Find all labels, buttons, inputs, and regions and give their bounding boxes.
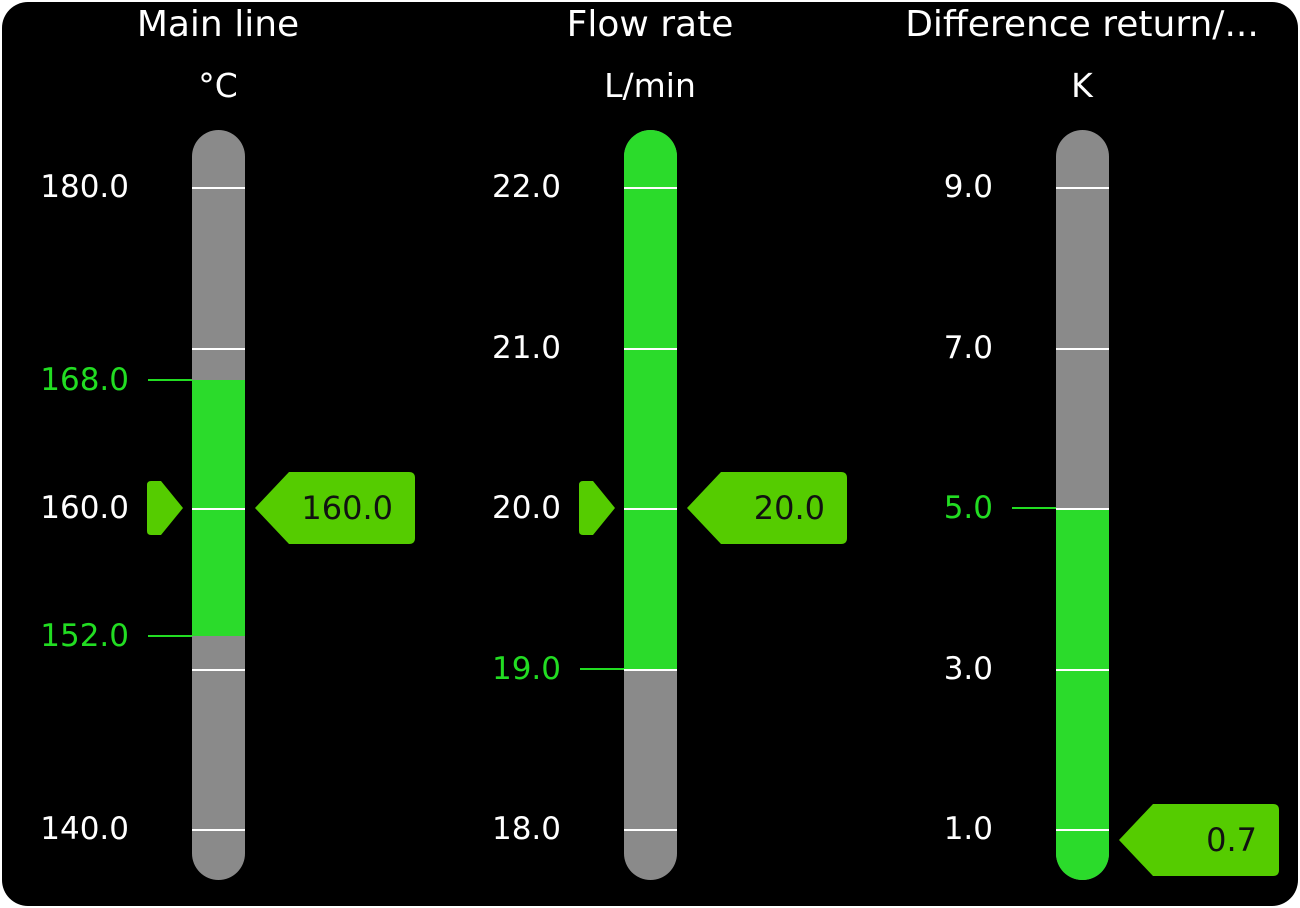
- gauge-tick: [624, 829, 677, 831]
- tick-label: 9.0: [943, 169, 993, 205]
- tick-label: 20.0: [491, 490, 561, 526]
- gauge-tick: [192, 187, 245, 189]
- gauge-tick: [1056, 508, 1109, 510]
- gauge-tick: [624, 187, 677, 189]
- tick-label: 1.0: [943, 811, 993, 847]
- gauge-tick: [192, 347, 245, 350]
- limit-label: 19.0: [491, 650, 561, 687]
- limit-label: 5.0: [943, 490, 993, 526]
- gauge-fill: [1056, 508, 1109, 880]
- gauge-tick: [624, 508, 677, 510]
- tick-label: 18.0: [491, 811, 561, 847]
- gauge-0: Main line °C 180.0 160.0 140.0 168.0 152.0 160.…: [2, 2, 434, 906]
- setpoint-pointer-icon: [147, 481, 183, 535]
- value-text: 160.0: [301, 489, 393, 527]
- tick-label: 180.0: [40, 169, 129, 205]
- limit-label: 152.0: [40, 618, 129, 655]
- limit-line: [148, 635, 192, 638]
- gauge-tick: [192, 508, 245, 510]
- value-text: 0.7: [1206, 821, 1257, 859]
- gauge-tick: [1056, 829, 1109, 831]
- tick-label: 21.0: [491, 329, 561, 366]
- gauge-title: Difference return/...: [905, 4, 1259, 45]
- gauge-tick: [624, 668, 677, 671]
- gauge-bar: [624, 130, 677, 880]
- gauge-title: Flow rate: [566, 4, 734, 45]
- gauge-unit: K: [1071, 66, 1093, 105]
- setpoint-pointer-icon: [579, 481, 615, 535]
- tick-label: 3.0: [943, 650, 993, 687]
- value-text: 20.0: [753, 489, 825, 527]
- gauge-1: Flow rate L/min 22.0 21.0 20.0 18.0 19.0 20.0: [434, 2, 866, 906]
- gauge-bar: [192, 130, 245, 880]
- gauge-tick: [624, 347, 677, 350]
- gauge-tick: [1056, 347, 1109, 350]
- gauge-2: Difference return/... K 9.0 7.0 3.0 1.0 5.0 0.7: [866, 2, 1298, 906]
- value-indicator: 160.0: [255, 472, 415, 544]
- tick-label: 22.0: [491, 169, 561, 205]
- gauge-fill: [624, 130, 677, 669]
- tick-label: 140.0: [40, 811, 129, 847]
- limit-line: [148, 378, 192, 381]
- gauge-tick: [192, 668, 245, 671]
- tick-label: 7.0: [943, 329, 993, 366]
- gauge-unit: L/min: [604, 66, 696, 105]
- value-indicator: 20.0: [687, 472, 847, 544]
- gauge-unit: °C: [198, 66, 238, 105]
- gauge-tick: [1056, 668, 1109, 671]
- gauge-tick: [192, 829, 245, 831]
- limit-line: [580, 667, 624, 670]
- gauge-bar: [1056, 130, 1109, 880]
- limit-line: [1012, 507, 1056, 509]
- limit-label: 168.0: [40, 361, 129, 398]
- tick-label: 160.0: [40, 490, 129, 526]
- gauge-tick: [1056, 187, 1109, 189]
- value-indicator: 0.7: [1119, 804, 1279, 876]
- gauge-fill: [192, 379, 245, 637]
- gauge-title: Main line: [136, 4, 300, 45]
